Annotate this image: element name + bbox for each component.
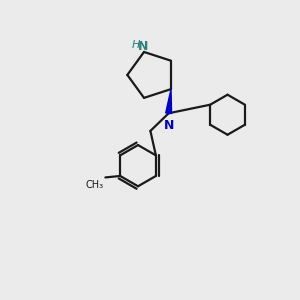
Text: H: H xyxy=(132,40,140,50)
Polygon shape xyxy=(166,89,172,113)
Text: N: N xyxy=(164,118,174,132)
Text: N: N xyxy=(138,40,148,52)
Text: CH₃: CH₃ xyxy=(86,180,104,190)
